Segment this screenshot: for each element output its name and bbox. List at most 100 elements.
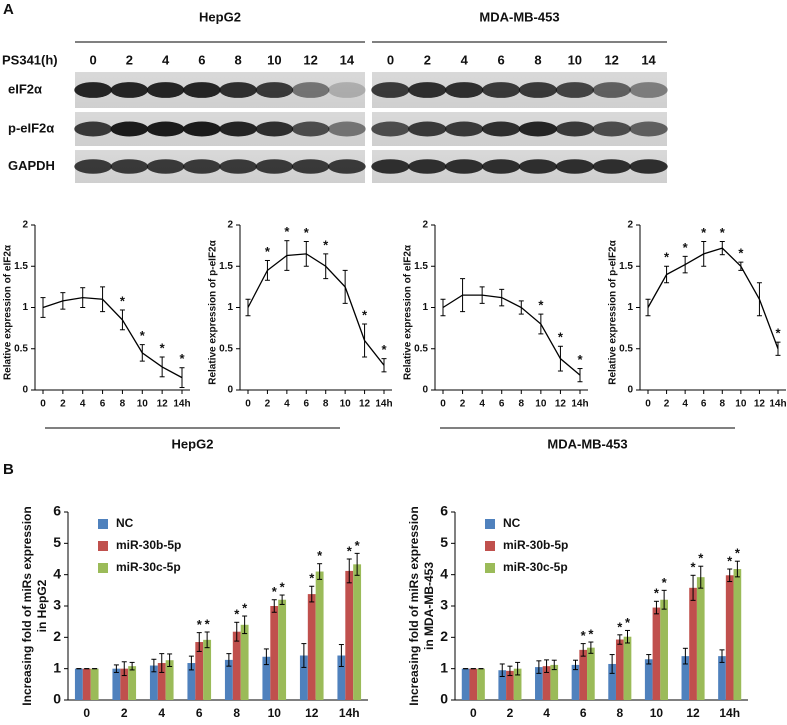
x-tick-label: 4 [158, 706, 165, 720]
error-bar [271, 599, 277, 613]
blot-band [255, 159, 294, 174]
y-axis-label: Relative expression of p-eIF2α [208, 239, 219, 384]
significance: * [280, 579, 286, 594]
bar [535, 667, 543, 700]
y-tick-label: 2 [627, 220, 633, 231]
bar [270, 606, 279, 700]
blot-band [371, 159, 410, 174]
significance: * [577, 352, 583, 367]
bar [733, 569, 742, 700]
significance: * [205, 616, 211, 631]
blot-band [371, 82, 410, 98]
lane-label: 8 [235, 52, 242, 67]
blot-band [445, 159, 484, 174]
error-bar [645, 298, 651, 317]
error-bar [338, 644, 344, 667]
bar [307, 594, 316, 700]
error-bar [756, 282, 762, 317]
y-tick-label: 5 [440, 534, 448, 550]
y-tick-label: 2 [227, 220, 233, 231]
error-bar [346, 558, 352, 584]
x-tick-label: 12 [305, 706, 319, 720]
bar [149, 665, 158, 700]
bar [299, 655, 308, 700]
significance: * [304, 225, 310, 240]
bar [542, 666, 551, 700]
lane-label: 14 [641, 52, 656, 67]
error-bar [617, 634, 623, 645]
bar [477, 668, 485, 700]
error-bar [518, 300, 524, 315]
significance: * [662, 575, 668, 590]
bar [240, 624, 249, 700]
blot-band [592, 82, 631, 98]
legend-label: miR-30b-5p [503, 538, 568, 552]
lane-label: 10 [568, 52, 582, 67]
y-tick-label: 0.5 [619, 343, 633, 354]
error-bar [551, 659, 557, 671]
blot-band [518, 82, 558, 98]
error-bar [580, 643, 586, 657]
y-tick-label: 3 [53, 597, 61, 613]
blot-band [183, 82, 221, 98]
significance: * [735, 546, 741, 561]
error-bar [625, 629, 631, 644]
significance: * [309, 571, 315, 586]
bar [128, 666, 137, 700]
x-tick-label: 14h [339, 706, 360, 720]
significance: * [355, 538, 361, 553]
bar [725, 575, 734, 700]
blot-band [408, 159, 447, 174]
error-bar [701, 241, 707, 267]
y-tick-label: 1.5 [14, 261, 28, 272]
blot-band [555, 121, 594, 137]
legend-swatch [98, 541, 108, 551]
x-tick-label: 6 [580, 706, 587, 720]
bar [644, 659, 653, 700]
x-tick-label: 6 [196, 706, 203, 720]
y-tick-label: 1 [422, 302, 428, 313]
bar [689, 587, 697, 700]
bar [579, 649, 588, 700]
x-tick-label: 8 [120, 399, 126, 410]
x-tick-label: 4 [479, 399, 485, 410]
bar [461, 668, 470, 700]
x-tick-label: 0 [40, 399, 46, 410]
significance: * [625, 615, 631, 630]
bar [345, 570, 354, 700]
error-bar [682, 255, 688, 274]
error-bar [129, 661, 135, 671]
x-tick-label: 2 [265, 399, 271, 410]
blot-band [74, 121, 112, 137]
error-bar [323, 253, 329, 280]
bar [513, 668, 522, 700]
error-bar [536, 660, 542, 674]
y-tick-label: 1.5 [414, 261, 428, 272]
lane-label: 10 [267, 52, 281, 67]
lane-label: 4 [461, 52, 469, 67]
y-tick-label: 1.5 [219, 261, 233, 272]
blot-band [555, 82, 594, 98]
lane-label: 2 [126, 52, 133, 67]
error-bar [499, 663, 505, 677]
y-tick-label: 0.5 [414, 343, 428, 354]
y-tick-label: 1 [22, 302, 28, 313]
significance: * [234, 607, 240, 622]
significance: * [160, 340, 166, 355]
significance: * [617, 619, 623, 634]
bar [74, 668, 83, 700]
blot-band [629, 159, 668, 174]
blot-band [183, 121, 221, 137]
legend-swatch [98, 519, 108, 529]
significance: * [775, 326, 781, 341]
error-bar [119, 309, 125, 331]
x-tick-label: 8 [519, 399, 525, 410]
bar [498, 670, 507, 700]
error-bar [245, 298, 251, 317]
blot-band [555, 159, 594, 174]
blot-band [481, 121, 521, 137]
error-bar [460, 278, 466, 313]
legend-swatch [98, 563, 108, 573]
error-bar [354, 552, 360, 576]
significance: * [738, 246, 744, 261]
